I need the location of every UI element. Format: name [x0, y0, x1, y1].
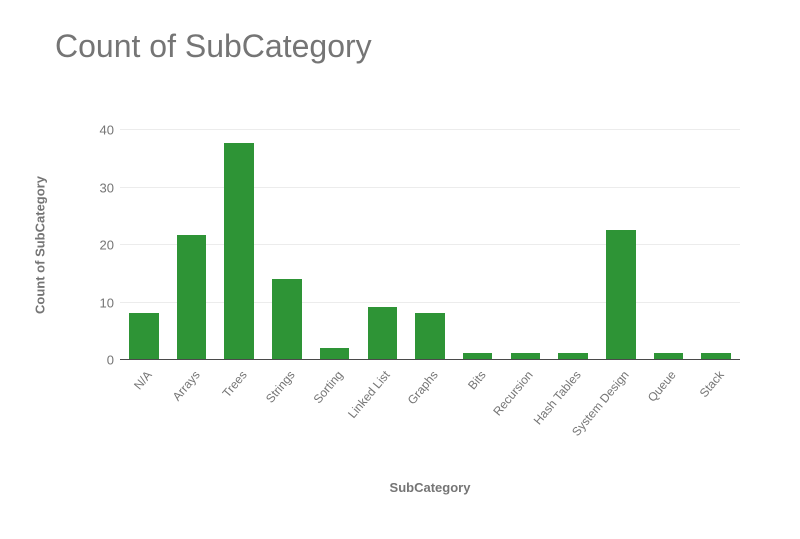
x-label-slot: System Design [597, 362, 645, 482]
x-tick-label: Graphs [405, 368, 441, 407]
bar [177, 235, 207, 359]
x-label-slot: N/A [120, 362, 168, 482]
plot-area [120, 130, 740, 360]
bar-slot [311, 129, 359, 359]
x-label-slot: Queue [645, 362, 693, 482]
bar-slot [502, 129, 550, 359]
x-label-slot: Linked List [358, 362, 406, 482]
x-label-slot: Bits [454, 362, 502, 482]
x-label-slot: Trees [215, 362, 263, 482]
bar [320, 348, 350, 360]
bar-slot [454, 129, 502, 359]
bar [415, 313, 445, 359]
bar [224, 143, 254, 359]
x-tick-label: Arrays [169, 368, 202, 404]
x-label-slot: Arrays [168, 362, 216, 482]
x-tick-label: Bits [465, 368, 489, 392]
y-tick-label: 40 [100, 123, 114, 138]
chart-title: Count of SubCategory [55, 28, 372, 65]
bar-slot [645, 129, 693, 359]
chart-container: Count of SubCategory Count of SubCategor… [0, 0, 800, 539]
x-tick-label: Queue [645, 368, 679, 405]
bar [606, 230, 636, 359]
y-tick-label: 20 [100, 238, 114, 253]
bar-slot [215, 129, 263, 359]
y-tick-label: 10 [100, 295, 114, 310]
x-tick-label: Strings [263, 368, 298, 406]
x-tick-label: Sorting [310, 368, 345, 406]
bars-group [120, 129, 740, 359]
y-tick-label: 0 [107, 353, 114, 368]
x-axis-title: SubCategory [390, 480, 471, 495]
x-axis-labels: N/A Arrays Trees Strings Sorting Linked ListG… [120, 362, 740, 482]
bar [368, 307, 398, 359]
y-axis-title: Count of SubCategory [33, 176, 48, 314]
x-baseline [120, 359, 740, 360]
bar [129, 313, 159, 359]
x-label-slot: Sorting [311, 362, 359, 482]
x-label-slot: Graphs [406, 362, 454, 482]
bar-slot [692, 129, 740, 359]
x-tick-label: N/A [131, 368, 155, 392]
y-tick-label: 30 [100, 180, 114, 195]
x-tick-label: Trees [220, 368, 250, 400]
bar [272, 279, 302, 360]
bar-slot [597, 129, 645, 359]
x-label-slot: Stack [692, 362, 740, 482]
bar-slot [120, 129, 168, 359]
bar-slot [406, 129, 454, 359]
x-tick-label: Stack [697, 368, 727, 400]
bar-slot [549, 129, 597, 359]
y-axis: 010203040 [80, 130, 120, 360]
bar-slot [263, 129, 311, 359]
x-label-slot: Strings [263, 362, 311, 482]
bar-slot [358, 129, 406, 359]
bar-slot [168, 129, 216, 359]
